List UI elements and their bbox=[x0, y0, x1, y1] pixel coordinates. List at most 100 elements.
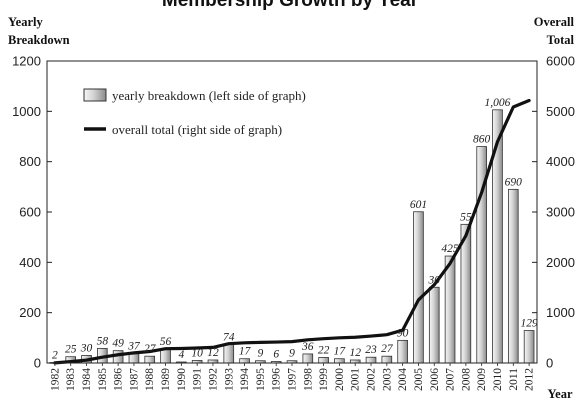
x-tick-label-2006: 2006 bbox=[429, 368, 441, 391]
bar-label-1997: 9 bbox=[289, 348, 295, 360]
x-tick-label-2009: 2009 bbox=[476, 368, 488, 391]
x-tick-label-1993: 1993 bbox=[223, 368, 235, 391]
bar-label-1999: 22 bbox=[318, 344, 330, 356]
bar-label-1995: 9 bbox=[258, 348, 264, 360]
bar-label-2002: 23 bbox=[365, 344, 377, 356]
bar-label-2004: 90 bbox=[397, 327, 409, 339]
left-axis-title-line2: Breakdown bbox=[8, 33, 70, 47]
bar-2007 bbox=[444, 255, 456, 364]
bar-label-1993: 74 bbox=[223, 331, 235, 343]
x-tick-label-2007: 2007 bbox=[445, 368, 457, 391]
legend-line-label: overall total (right side of graph) bbox=[112, 122, 282, 137]
left-tick-label: 400 bbox=[19, 255, 41, 270]
bar-1989 bbox=[160, 348, 171, 364]
left-tick-label: 0 bbox=[34, 356, 41, 371]
left-axis-ticks: 0 200 400 600 800 1000 1200 bbox=[12, 54, 52, 371]
bar-label-1998: 36 bbox=[301, 341, 314, 353]
x-tick-label-1988: 1988 bbox=[144, 368, 156, 391]
x-tick-label-1991: 1991 bbox=[192, 368, 204, 391]
x-tick-label-1999: 1999 bbox=[318, 368, 330, 391]
x-tick-label-1987: 1987 bbox=[128, 368, 140, 391]
left-tick-label: 800 bbox=[19, 154, 41, 169]
left-tick-label: 200 bbox=[19, 305, 41, 320]
bar-1987 bbox=[128, 353, 140, 364]
bar-1994 bbox=[239, 358, 250, 364]
x-tick-label-1982: 1982 bbox=[49, 368, 61, 391]
bar-2004 bbox=[397, 339, 408, 364]
x-tick-label-2003: 2003 bbox=[381, 368, 393, 391]
chart-title: Membership Growth by Year bbox=[162, 0, 419, 11]
bar-1999 bbox=[318, 357, 329, 364]
x-tick-label-1992: 1992 bbox=[207, 368, 219, 391]
right-tick-label: 6000 bbox=[546, 54, 575, 69]
x-tick-label-1990: 1990 bbox=[176, 368, 188, 391]
bar-label-1996: 6 bbox=[273, 348, 279, 360]
bar-label-1990: 4 bbox=[178, 349, 184, 361]
left-tick-label: 1200 bbox=[12, 54, 41, 69]
left-tick-label: 600 bbox=[19, 205, 41, 220]
bar-label-2012: 129 bbox=[520, 318, 538, 330]
bar-label-2001: 12 bbox=[349, 347, 361, 359]
bar-2012 bbox=[523, 330, 535, 364]
right-axis-title-line1: Overall bbox=[534, 15, 575, 29]
x-tick-label-2002: 2002 bbox=[366, 368, 378, 391]
right-tick-label: 4000 bbox=[546, 154, 575, 169]
bar-2008 bbox=[460, 223, 472, 364]
x-tick-label-1985: 1985 bbox=[97, 368, 109, 391]
bar-label-1984: 30 bbox=[80, 342, 93, 354]
right-axis-title-line2: Total bbox=[547, 33, 575, 47]
bar-2006 bbox=[428, 286, 440, 364]
right-tick-label: 1000 bbox=[546, 305, 575, 320]
x-tick-label-2012: 2012 bbox=[524, 368, 536, 391]
x-tick-label-1984: 1984 bbox=[81, 368, 93, 391]
x-axis-ticks: 1982 1983 1984 1985 1986 1987 1988 1989 1990 1991… bbox=[49, 363, 536, 391]
x-tick-label-2005: 2005 bbox=[413, 368, 425, 391]
right-tick-label: 0 bbox=[546, 356, 553, 371]
bar-label-1986: 49 bbox=[112, 338, 124, 350]
bar-label-1992: 12 bbox=[207, 347, 219, 359]
x-axis-title: Year bbox=[548, 387, 573, 399]
x-tick-label-1986: 1986 bbox=[113, 368, 125, 391]
bar-series bbox=[49, 109, 535, 364]
bar-2011 bbox=[507, 188, 519, 364]
x-tick-label-2008: 2008 bbox=[460, 368, 472, 391]
right-tick-label: 2000 bbox=[546, 255, 575, 270]
bar-label-1983: 25 bbox=[65, 344, 77, 356]
bar-1993 bbox=[223, 343, 235, 364]
overall-total-line bbox=[53, 98, 531, 365]
bar-label-1991: 10 bbox=[191, 347, 203, 359]
left-axis-title-line1: Yearly bbox=[8, 15, 43, 29]
bar-label-1988: 27 bbox=[144, 343, 157, 355]
x-tick-label-2001: 2001 bbox=[350, 368, 362, 391]
x-tick-label-1998: 1998 bbox=[302, 368, 314, 391]
x-tick-label-2011: 2011 bbox=[508, 368, 520, 391]
bar-label-2007: 425 bbox=[441, 243, 459, 255]
legend-bar-swatch bbox=[83, 88, 107, 102]
legend-bar-label: yearly breakdown (left side of graph) bbox=[112, 88, 306, 103]
x-tick-label-1983: 1983 bbox=[65, 368, 77, 391]
x-tick-label-1997: 1997 bbox=[287, 368, 299, 391]
left-tick-label: 1000 bbox=[12, 104, 41, 119]
bar-label-1982: 2 bbox=[52, 350, 58, 362]
x-tick-label-2000: 2000 bbox=[334, 368, 346, 391]
bar-2005 bbox=[413, 211, 424, 364]
bar-2003 bbox=[381, 355, 393, 364]
bar-label-1985: 58 bbox=[97, 335, 109, 347]
right-tick-label: 3000 bbox=[546, 205, 575, 220]
x-tick-label-1996: 1996 bbox=[271, 368, 283, 391]
bar-label-1989: 56 bbox=[160, 336, 172, 348]
bar-label-2011: 690 bbox=[505, 176, 523, 188]
legend: yearly breakdown (left side of graph) ov… bbox=[83, 88, 306, 137]
bar-label-2003: 27 bbox=[381, 343, 394, 355]
right-tick-label: 5000 bbox=[546, 104, 575, 119]
bar-label-2009: 860 bbox=[473, 134, 491, 146]
bar-label-1994: 17 bbox=[239, 346, 252, 358]
x-tick-label-2010: 2010 bbox=[492, 368, 504, 391]
bar-2002 bbox=[365, 356, 377, 364]
bar-label-2008: 55 bbox=[460, 211, 472, 223]
bar-1998 bbox=[302, 353, 314, 364]
x-tick-label-2004: 2004 bbox=[397, 368, 409, 391]
